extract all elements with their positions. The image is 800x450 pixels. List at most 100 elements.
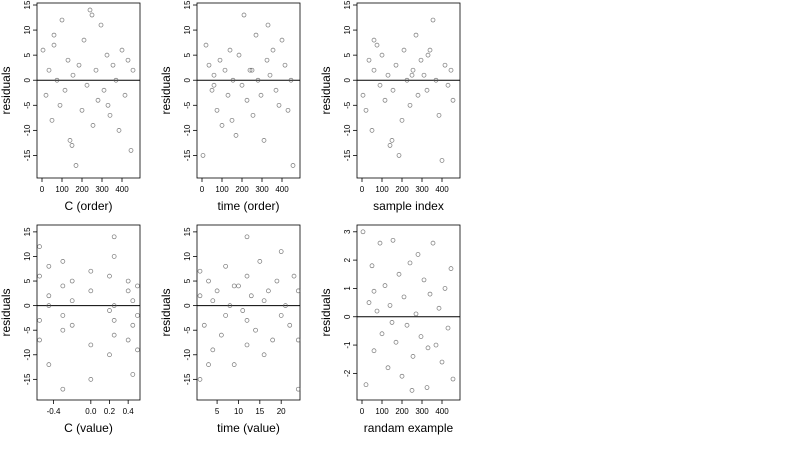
point [111, 318, 117, 323]
y-axis-label: residuals [319, 66, 333, 114]
point [88, 342, 94, 348]
x-axis-label: time (order) [217, 199, 279, 213]
y-tick-label: -5 [343, 101, 352, 109]
point [442, 286, 448, 291]
x-tick-label: 300 [95, 185, 109, 194]
x-axis-label: C (order) [64, 199, 112, 213]
x-tick-label: 10 [234, 407, 243, 416]
point [382, 283, 388, 288]
point [290, 163, 296, 168]
point [62, 87, 68, 93]
point [60, 283, 66, 289]
x-axis-label: randam example [364, 421, 454, 435]
y-tick-label: 5 [183, 52, 192, 57]
point [69, 278, 75, 284]
point [76, 62, 82, 68]
point [209, 87, 215, 93]
point [107, 352, 112, 358]
point [70, 72, 76, 78]
point [111, 254, 117, 259]
point [385, 365, 391, 371]
point [267, 72, 273, 78]
point [295, 337, 301, 343]
point [244, 97, 250, 103]
point [51, 32, 57, 38]
y-tick-label: 15 [343, 0, 352, 9]
point [442, 62, 448, 68]
x-tick-label: 0.0 [85, 407, 97, 416]
point [223, 313, 228, 318]
point [125, 288, 131, 294]
x-tick-label: 400 [115, 185, 129, 194]
point [409, 388, 415, 393]
y-tick-label: 3 [343, 229, 352, 234]
point [249, 67, 255, 73]
point [389, 320, 395, 325]
point [125, 337, 131, 343]
y-tick-label: -1 [343, 341, 352, 349]
y-tick-label: 0 [343, 77, 352, 82]
point [49, 117, 55, 123]
plot-frame [356, 224, 461, 401]
x-tick-label: 300 [415, 185, 429, 194]
y-tick-label: 10 [183, 251, 192, 260]
point [291, 273, 297, 279]
point [371, 67, 377, 73]
point [88, 268, 94, 274]
point [79, 107, 85, 113]
x-tick-label: 0.4 [123, 407, 135, 416]
point [450, 97, 456, 103]
y-tick-label: 2 [343, 257, 352, 262]
point [206, 62, 212, 68]
point [382, 97, 388, 103]
x-tick-label: 15 [255, 407, 264, 416]
y-tick-label: 10 [23, 251, 32, 260]
point [379, 331, 385, 337]
x-axis-label: time (value) [217, 421, 280, 435]
panel: 0 100 200 300 400 -15 -10 -5 0 5 10 15 sample index r… [319, 0, 461, 213]
point [369, 128, 375, 133]
point [211, 82, 217, 88]
y-tick-label: 10 [343, 25, 352, 34]
point [366, 57, 372, 63]
point [40, 47, 46, 53]
point [122, 92, 128, 98]
point [445, 325, 451, 331]
point [265, 22, 271, 28]
x-tick-label: 200 [395, 185, 409, 194]
y-tick-label: 15 [183, 0, 192, 9]
point [130, 372, 136, 377]
point [415, 252, 421, 257]
point [366, 300, 372, 305]
point [287, 322, 293, 328]
point [236, 52, 242, 58]
point [409, 72, 415, 78]
point [88, 288, 94, 294]
point [46, 293, 52, 299]
y-axis-label: residuals [0, 66, 13, 114]
point [98, 22, 104, 28]
point [396, 271, 402, 277]
point [219, 122, 225, 128]
y-tick-label: -15 [23, 149, 32, 161]
point [225, 92, 231, 98]
x-tick-label: -0.4 [47, 407, 61, 416]
y-tick-label: 5 [23, 52, 32, 57]
point [450, 376, 456, 382]
point [130, 322, 136, 328]
point [46, 303, 52, 308]
x-tick-label: 200 [75, 185, 89, 194]
point [135, 347, 140, 353]
y-tick-label: 10 [23, 25, 32, 34]
point [227, 47, 233, 53]
point [95, 97, 101, 103]
plot-frame [36, 2, 141, 179]
point [401, 47, 407, 53]
point [425, 345, 431, 351]
x-tick-label: 200 [235, 185, 249, 194]
panel: 0 100 200 300 400 -15 -10 -5 0 5 10 15 time (order) r… [159, 0, 301, 213]
point [130, 67, 136, 73]
point [288, 77, 294, 83]
y-tick-label: -15 [343, 149, 352, 161]
